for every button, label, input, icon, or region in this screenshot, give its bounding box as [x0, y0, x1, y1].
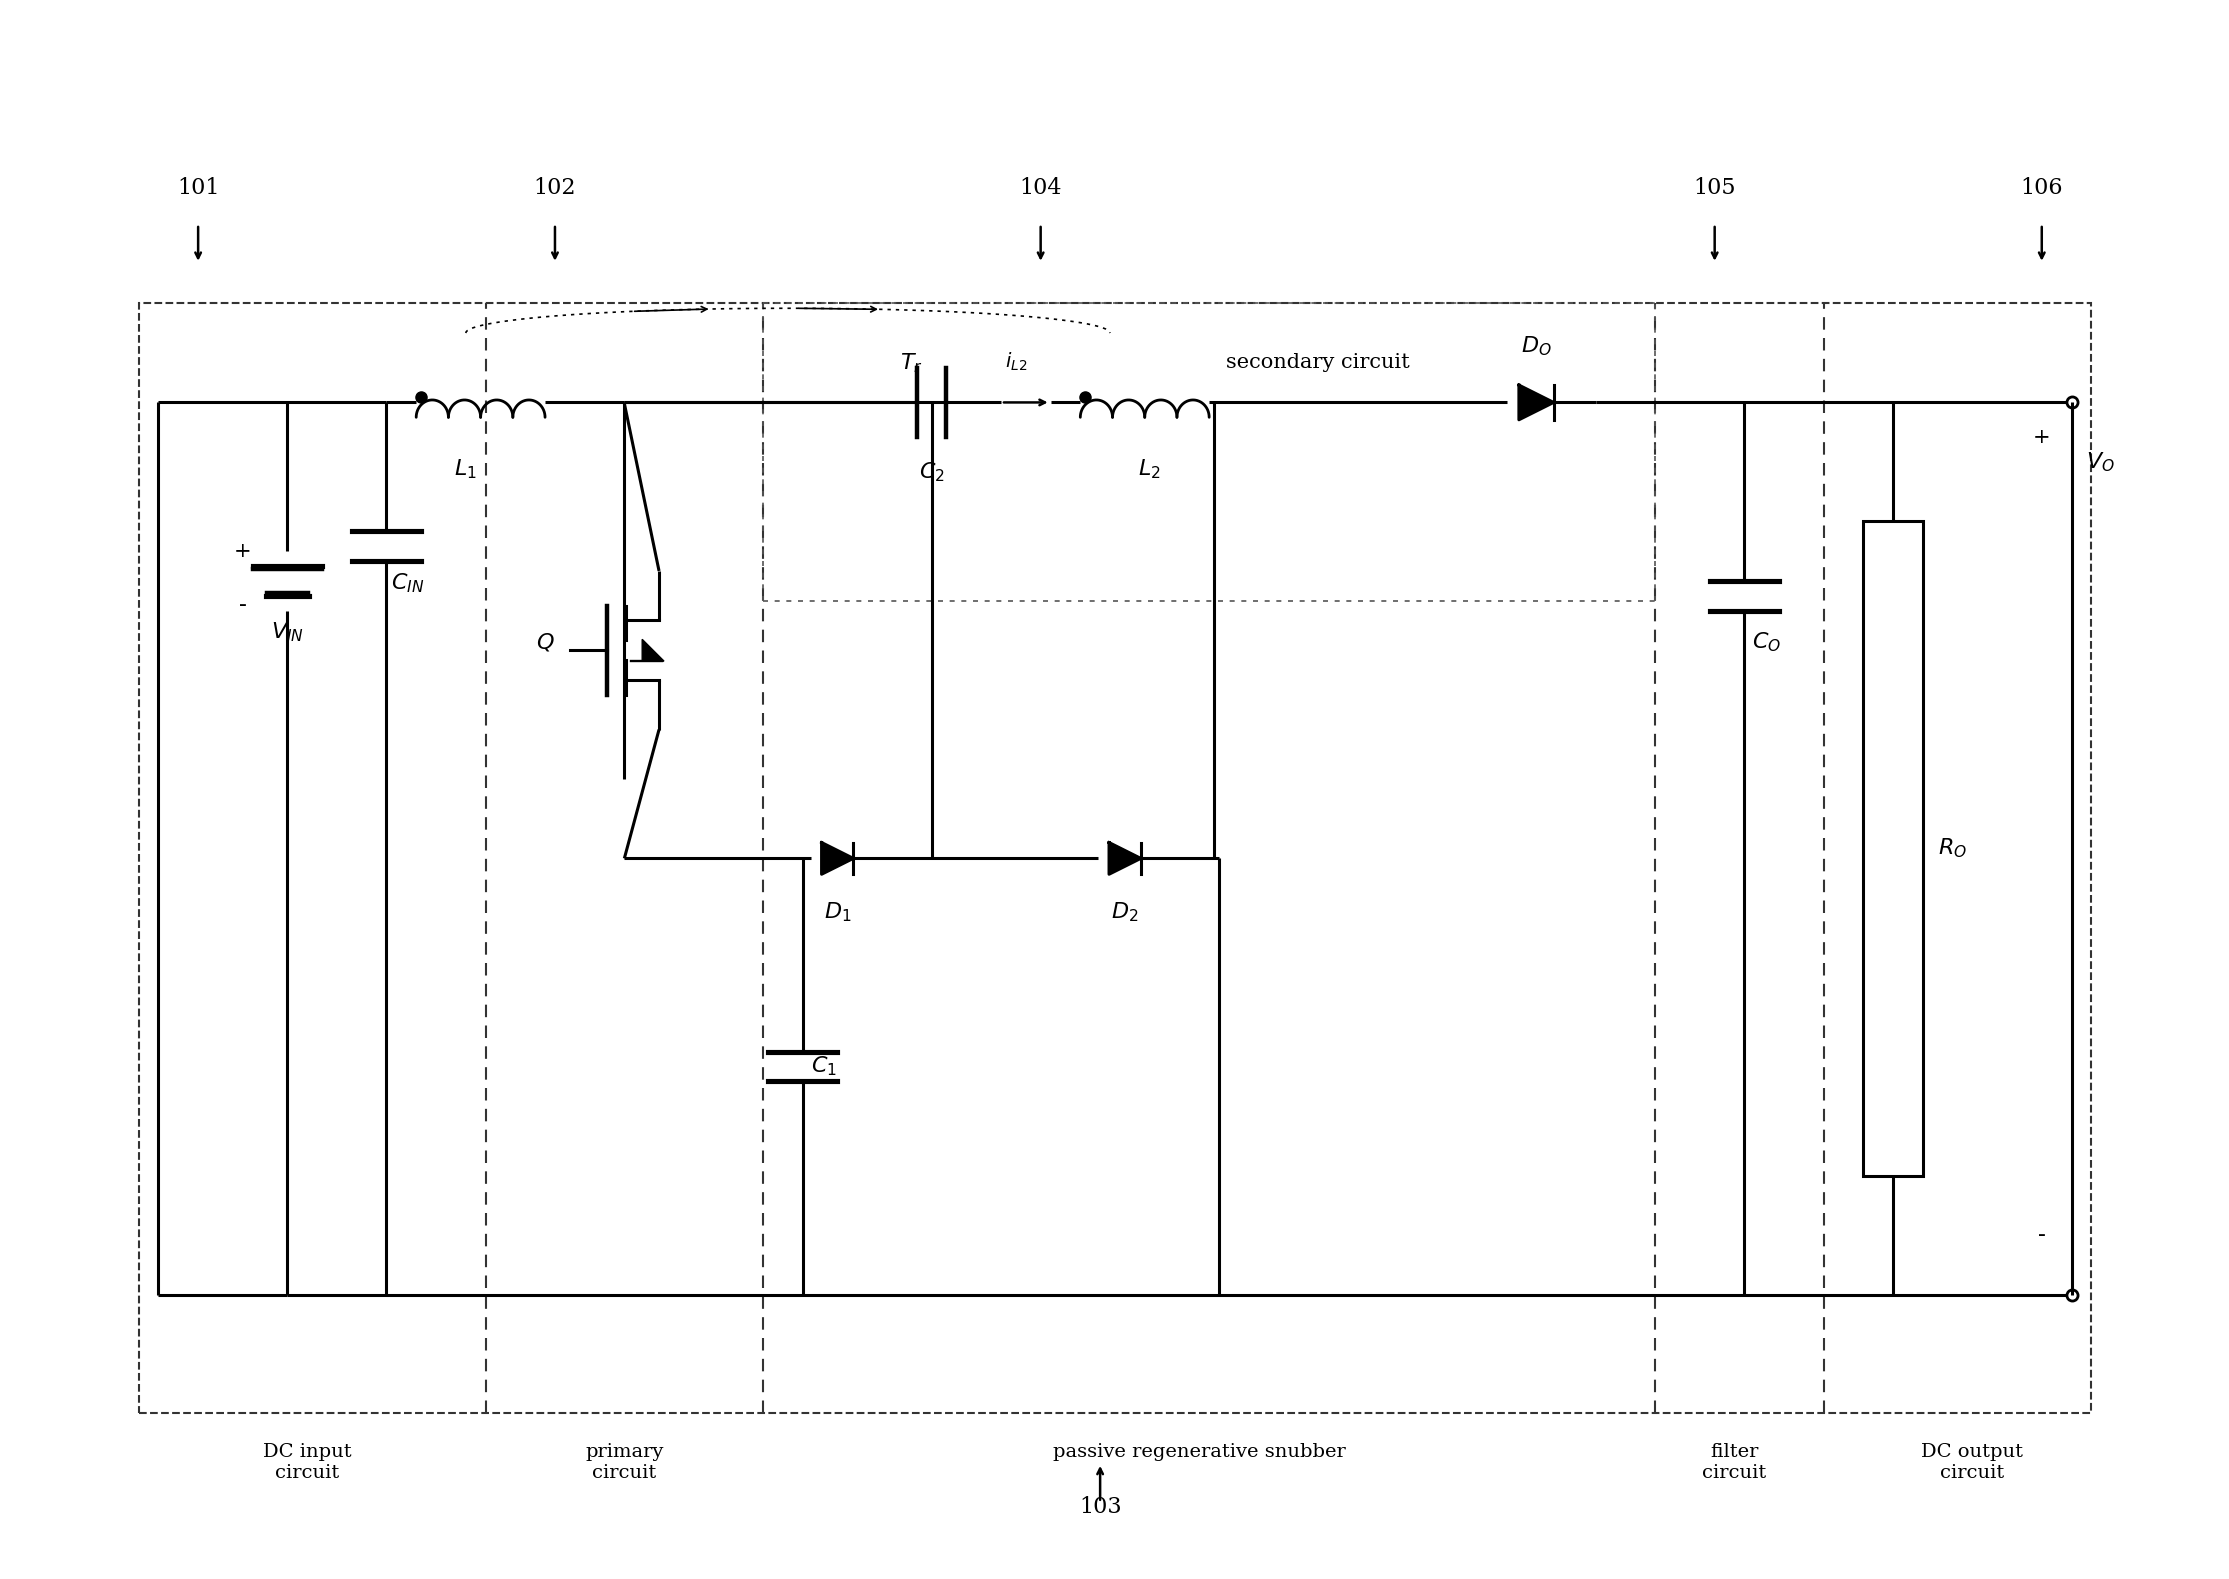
- Text: passive regenerative snubber: passive regenerative snubber: [1052, 1443, 1346, 1461]
- Text: 103: 103: [1079, 1495, 1121, 1517]
- Text: $R_O$: $R_O$: [1937, 837, 1966, 861]
- Bar: [1863, 521, 1924, 1176]
- Text: primary
circuit: primary circuit: [586, 1443, 664, 1483]
- Text: $L_1$: $L_1$: [455, 456, 477, 480]
- Text: +: +: [234, 542, 252, 561]
- Polygon shape: [642, 639, 664, 662]
- Text: $T_r$: $T_r$: [901, 351, 923, 374]
- Text: $V_{IN}$: $V_{IN}$: [272, 621, 303, 644]
- Polygon shape: [823, 843, 854, 875]
- Text: 104: 104: [1019, 177, 1061, 199]
- Text: $L_2$: $L_2$: [1139, 456, 1161, 480]
- Text: $C_2$: $C_2$: [918, 459, 945, 483]
- Text: DC input
circuit: DC input circuit: [263, 1443, 352, 1483]
- Text: $D_2$: $D_2$: [1112, 900, 1139, 924]
- Text: DC output
circuit: DC output circuit: [1921, 1443, 2024, 1483]
- Text: -: -: [239, 594, 247, 617]
- Text: $C_O$: $C_O$: [1752, 630, 1781, 654]
- Text: $D_1$: $D_1$: [825, 900, 851, 924]
- Text: -: -: [2037, 1224, 2046, 1246]
- Text: $C_{IN}$: $C_{IN}$: [392, 572, 426, 595]
- Text: $V_O$: $V_O$: [2086, 450, 2115, 474]
- Text: secondary circuit: secondary circuit: [1226, 354, 1411, 373]
- Text: +: +: [2033, 428, 2051, 447]
- Text: 106: 106: [2019, 177, 2064, 199]
- Text: 102: 102: [533, 177, 577, 199]
- Text: $D_O$: $D_O$: [1520, 335, 1551, 358]
- Text: filter
circuit: filter circuit: [1703, 1443, 1768, 1483]
- Text: 105: 105: [1694, 177, 1736, 199]
- Bar: [138, 303, 2091, 1413]
- Text: $Q$: $Q$: [537, 632, 555, 654]
- Text: $i_{L2}$: $i_{L2}$: [1005, 351, 1028, 373]
- Text: $C_1$: $C_1$: [811, 1055, 836, 1078]
- Polygon shape: [1110, 843, 1141, 875]
- Text: 101: 101: [176, 177, 218, 199]
- Polygon shape: [1518, 385, 1554, 420]
